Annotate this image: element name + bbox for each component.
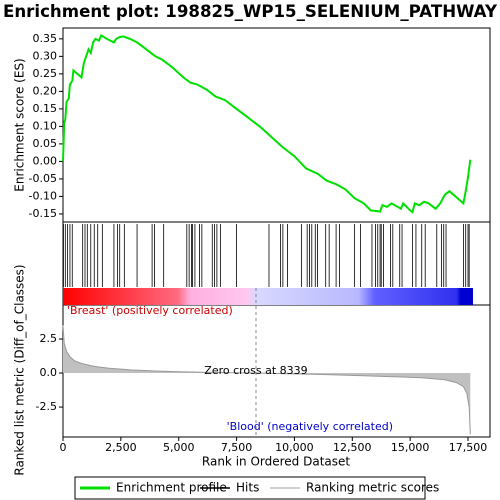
x-tick-label: 12,500 <box>333 441 372 454</box>
legend <box>74 476 426 500</box>
x-tick-label: 15,000 <box>391 441 430 454</box>
y-tick-label: 0.20 <box>33 84 58 97</box>
y-tick-label: 0.30 <box>33 49 58 62</box>
y-tick-label: 0.15 <box>33 102 58 115</box>
y-tick-label: 2.5 <box>40 332 58 345</box>
y-tick-label: -2.5 <box>36 400 57 413</box>
metric-fill <box>63 325 471 435</box>
negative-label: 'Blood' (negatively correlated) <box>227 420 393 433</box>
chart-title: Enrichment plot: 198825_WP15_SELENIUM_PA… <box>3 2 498 22</box>
zero-cross-label: Zero cross at 8339 <box>204 364 307 377</box>
y-tick-label: -0.05 <box>29 172 57 185</box>
x-tick-label: 0 <box>60 441 67 454</box>
y-axis-label: Enrichment score (ES) <box>13 58 27 191</box>
y-axis-label: Ranked list metric (Diff_of_Classes) <box>13 264 27 475</box>
y-tick-label: 0.25 <box>33 67 58 80</box>
color-bar <box>63 288 473 305</box>
y-tick-label: 0.35 <box>33 32 58 45</box>
legend-label: Ranking metric scores <box>306 481 439 495</box>
x-tick-label: 2,500 <box>105 441 137 454</box>
x-tick-label: 17,500 <box>449 441 488 454</box>
y-tick-label: 0.10 <box>33 119 58 132</box>
x-tick-label: 7,500 <box>221 441 253 454</box>
positive-label: 'Breast' (positively correlated) <box>67 304 233 317</box>
legend-label: Hits <box>236 481 259 495</box>
y-tick-label: 0.0 <box>40 366 58 379</box>
y-tick-label: 0.05 <box>33 137 58 150</box>
plot-frame <box>62 27 491 438</box>
legend-label: Enrichment profile <box>116 481 227 495</box>
enrichment-profile <box>62 33 472 214</box>
y-tick-label: -0.15 <box>29 207 57 220</box>
x-tick-label: 10,000 <box>275 441 314 454</box>
y-tick-label: -0.10 <box>29 189 57 202</box>
ranking-metric <box>62 325 471 435</box>
y-tick-label: 0.00 <box>33 154 58 167</box>
x-tick-label: 5,000 <box>163 441 195 454</box>
x-axis-label: Rank in Ordered Dataset <box>202 455 350 469</box>
